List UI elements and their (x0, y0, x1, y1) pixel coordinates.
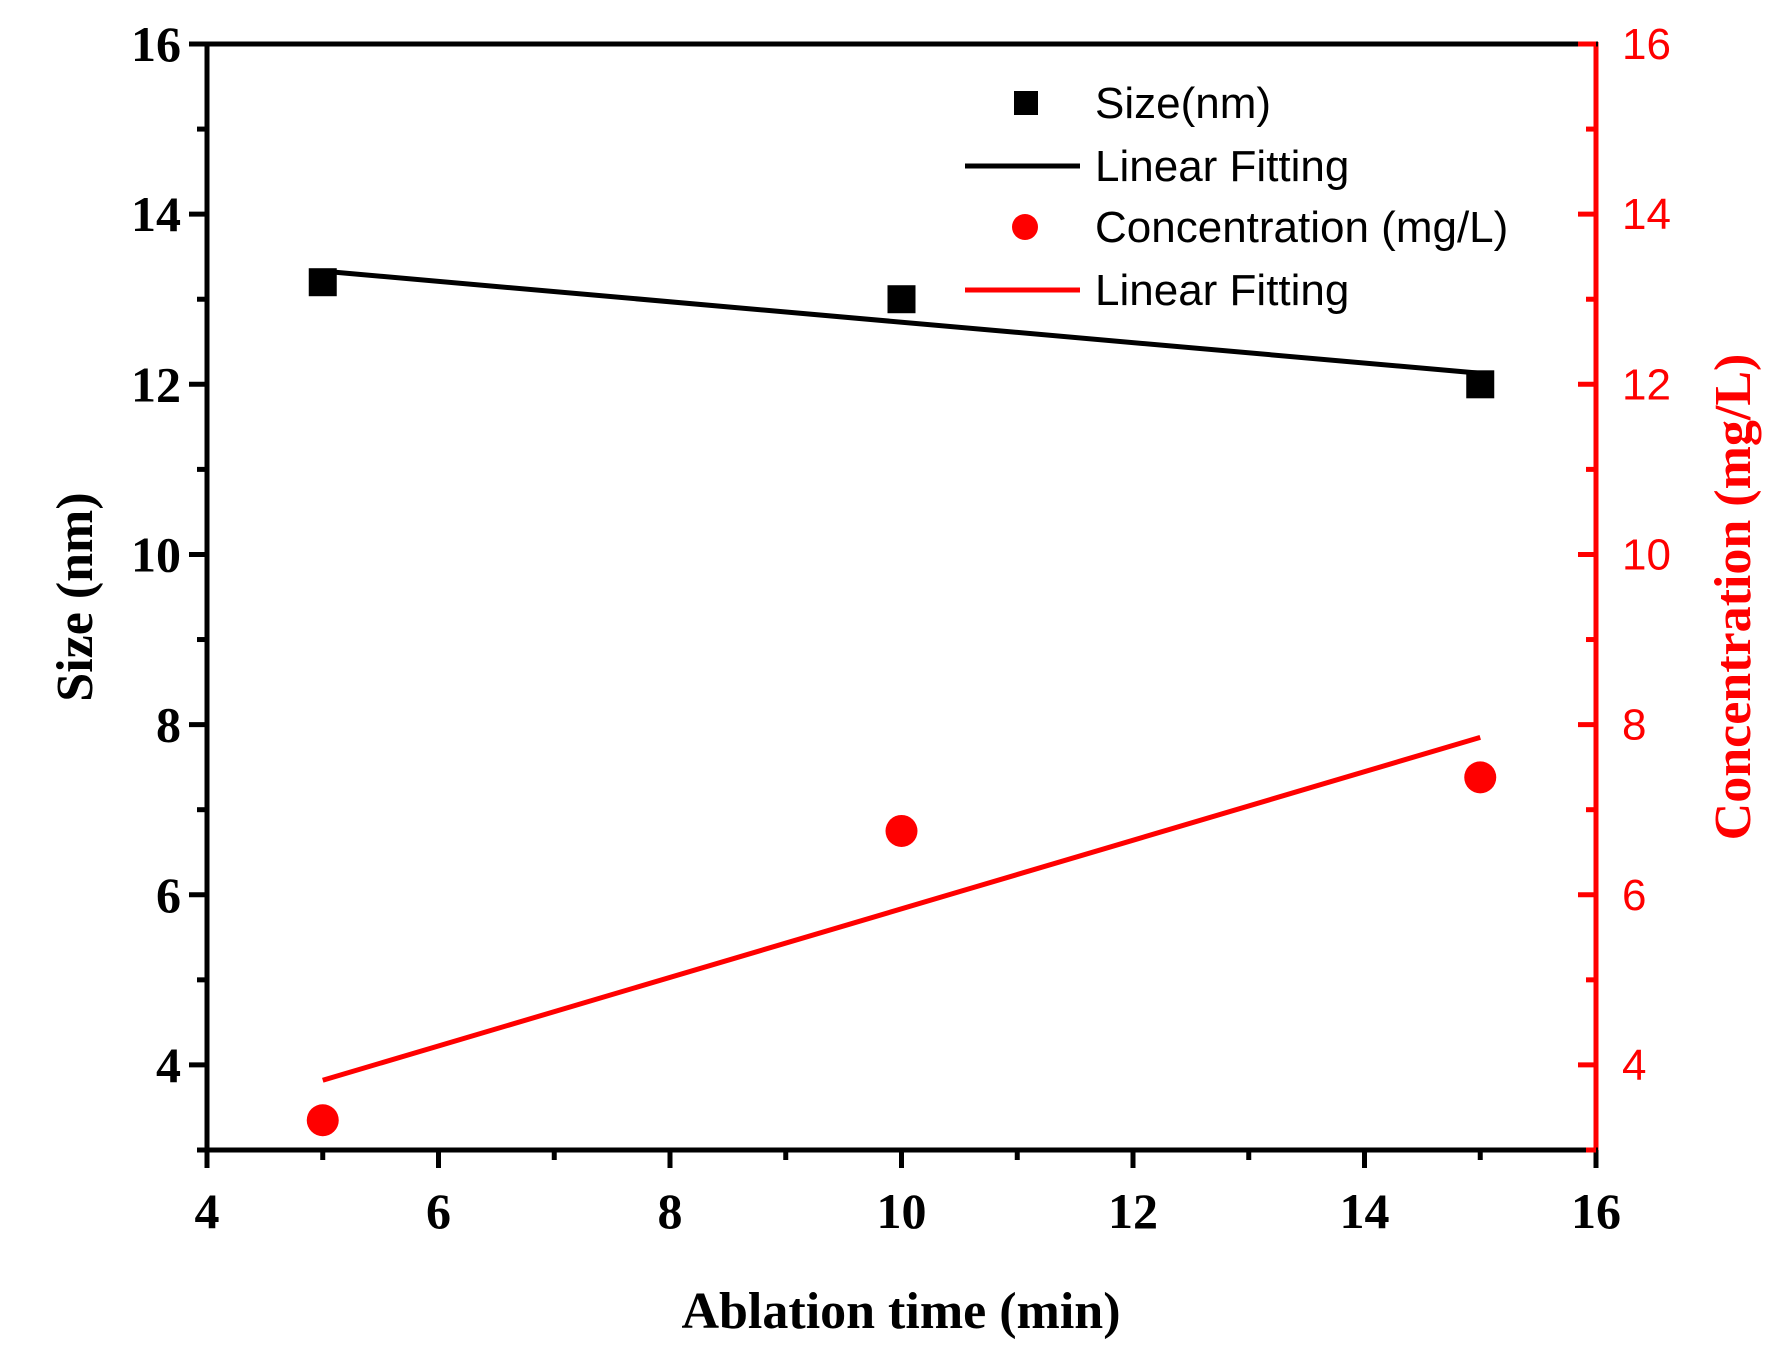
legend-marker-concentration (1012, 214, 1038, 240)
series-layer (306, 268, 1497, 1137)
y-left-tick-label: 16 (131, 16, 181, 72)
axis-tick-labels: 4 6 8 10 12 14 16 4 6 8 10 12 14 16 4 6 8 10 12 14 16 (131, 16, 1671, 1239)
axis-ticks (189, 41, 1599, 1168)
y-right-tick-label: 16 (1622, 20, 1671, 69)
y-right-tick-label: 4 (1622, 1041, 1646, 1090)
concentration-point (885, 814, 918, 847)
x-tick-label: 6 (426, 1183, 451, 1239)
size-point (887, 285, 916, 314)
concentration-point (1464, 761, 1497, 794)
y-left-tick-label: 6 (156, 867, 181, 923)
y-right-tick-label: 6 (1622, 871, 1646, 920)
concentration-point (306, 1104, 339, 1137)
x-tick-label: 12 (1108, 1183, 1158, 1239)
legend: Size(nm) Linear Fitting Concentration (m… (965, 79, 1508, 315)
concentration-fit-line (322, 734, 1481, 1083)
size-point (1466, 370, 1495, 399)
legend-label-size: Size(nm) (1095, 79, 1271, 128)
x-tick-label: 10 (877, 1183, 927, 1239)
legend-label-concentration: Concentration (mg/L) (1095, 203, 1508, 252)
y-axis-left-title: Size (nm) (47, 492, 104, 701)
x-tick-label: 16 (1571, 1183, 1621, 1239)
x-tick-label: 14 (1340, 1183, 1390, 1239)
y-left-tick-label: 12 (131, 356, 181, 412)
legend-label-size-fit: Linear Fitting (1095, 142, 1349, 191)
y-axis-right-title: Concentration (mg/L) (1705, 354, 1762, 841)
x-axis-title: Ablation time (min) (681, 1283, 1120, 1340)
legend-label-concentration-fit: Linear Fitting (1095, 266, 1349, 315)
y-right-tick-label: 8 (1622, 701, 1646, 750)
y-right-tick-label: 10 (1622, 530, 1671, 579)
size-fit-line (322, 268, 1481, 376)
x-tick-label: 8 (658, 1183, 683, 1239)
y-left-tick-label: 8 (156, 697, 181, 753)
y-right-tick-label: 12 (1622, 360, 1671, 409)
legend-marker-size (1014, 91, 1038, 115)
y-left-tick-label: 4 (156, 1037, 181, 1093)
y-left-tick-label: 10 (131, 526, 181, 582)
y-left-tick-label: 14 (131, 186, 181, 242)
y-right-tick-label: 14 (1622, 190, 1671, 239)
x-tick-label: 4 (195, 1183, 220, 1239)
